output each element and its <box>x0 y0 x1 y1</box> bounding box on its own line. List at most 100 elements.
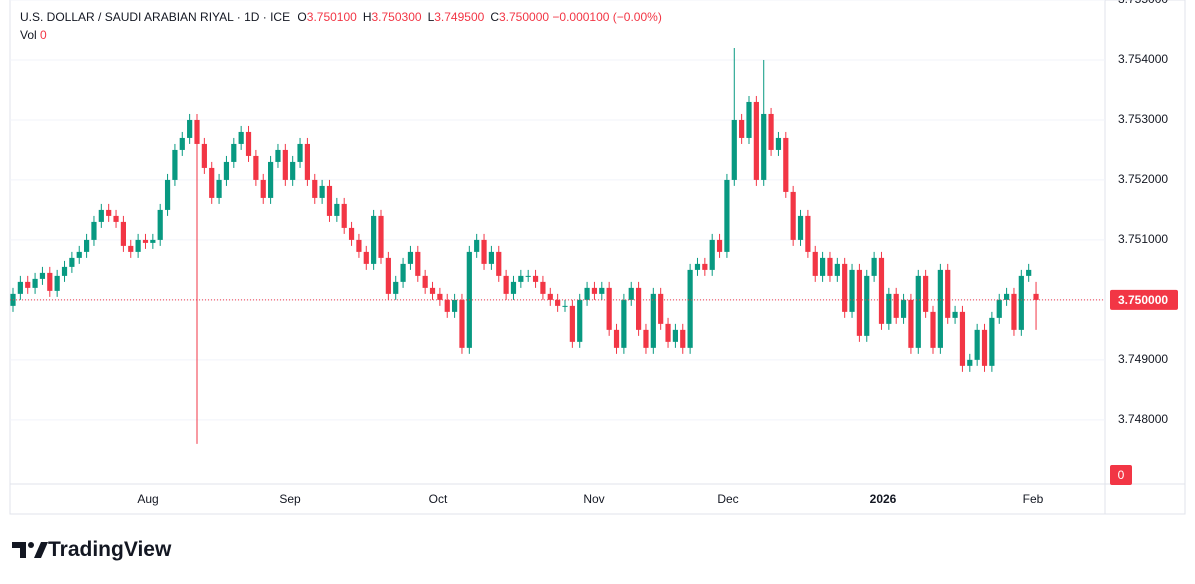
candle-body <box>275 149 281 162</box>
candle-body <box>444 299 450 312</box>
candle-body <box>525 275 531 277</box>
candle-body <box>268 161 274 198</box>
candle-body <box>238 131 244 144</box>
x-tick-label: Nov <box>583 492 604 506</box>
candle-body <box>91 221 97 240</box>
volume-axis-label: 0 <box>1118 468 1125 482</box>
ohlc-row: U.S. DOLLAR / SAUDI ARABIAN RIYAL · 1D ·… <box>20 8 662 26</box>
candle-body <box>702 263 708 270</box>
ohlc-value: 3.749500 <box>434 10 485 24</box>
candle-body <box>61 266 68 276</box>
candle-body <box>937 269 943 348</box>
candle-body <box>304 143 310 180</box>
candle-body <box>510 281 517 294</box>
candle-body <box>128 245 134 252</box>
candle-body <box>459 299 465 348</box>
candle-body <box>150 239 156 243</box>
candle-body <box>209 167 215 198</box>
candle-body <box>98 209 104 222</box>
candle-body <box>135 239 141 252</box>
candle-body <box>761 113 767 180</box>
candle-body <box>908 299 914 348</box>
candle-body <box>1033 293 1039 300</box>
candle-body <box>17 281 23 294</box>
candle-body <box>658 293 664 324</box>
candle-body <box>47 272 53 291</box>
candle-body <box>643 329 649 348</box>
candle-body <box>407 251 414 264</box>
candle-body <box>989 317 995 366</box>
candle-body <box>25 281 31 288</box>
candle-body <box>452 299 458 312</box>
candle-body <box>672 329 678 342</box>
candle-body <box>84 239 90 252</box>
symbol-title: U.S. DOLLAR / SAUDI ARABIAN RIYAL · 1D ·… <box>20 10 291 24</box>
candle-body <box>731 119 737 180</box>
y-tick-label: 3.754000 <box>1118 52 1168 66</box>
volume-row: Vol 0 <box>20 26 662 44</box>
candle-body <box>746 101 752 138</box>
candle-body <box>805 215 811 252</box>
ohlc-value: 3.750100 <box>306 10 357 24</box>
ohlc-value: 3.750000 <box>498 10 550 24</box>
candle-body <box>952 311 958 318</box>
candle-body <box>356 239 362 252</box>
candle-body <box>724 179 730 252</box>
candle-body <box>709 239 715 270</box>
y-tick-label: 3.749000 <box>1118 352 1168 366</box>
candle-body <box>157 209 163 240</box>
candle-body <box>1011 293 1017 330</box>
ohlc-key: H <box>362 10 372 24</box>
candle-body <box>223 161 230 180</box>
candle-body <box>694 263 701 270</box>
candle-body <box>555 299 561 306</box>
candle-body <box>606 287 612 330</box>
x-tick-label: Aug <box>137 492 158 506</box>
candle-body <box>820 257 826 276</box>
ohlc-key: C <box>490 10 499 24</box>
candle-body <box>245 131 252 156</box>
candle-body <box>886 293 892 324</box>
candle-body <box>856 269 862 336</box>
candle-body <box>599 287 605 294</box>
x-tick-label: 2026 <box>870 492 897 506</box>
candle-body <box>996 299 1002 318</box>
candle-body <box>739 119 745 138</box>
change: −0.000100 (−0.00%) <box>552 10 662 24</box>
candle-body <box>334 203 340 216</box>
candle-body <box>775 137 782 150</box>
candle-body <box>621 299 627 348</box>
candle-body <box>613 329 620 348</box>
candle-body <box>312 179 318 198</box>
candle-body <box>164 179 171 210</box>
candle-body <box>39 272 46 279</box>
candle-body <box>341 203 347 228</box>
candle-body <box>636 287 642 330</box>
brand: TradingView <box>12 536 171 564</box>
candle-body <box>959 311 966 366</box>
ohlc-values: O3.750100 H3.750300 L3.749500 C3.750000 <box>293 10 549 24</box>
candle-body <box>923 275 929 312</box>
candle-body <box>915 275 921 348</box>
candle-body <box>797 215 804 240</box>
candle-body <box>106 209 112 216</box>
candle-body <box>437 293 443 300</box>
candle-body <box>393 281 399 294</box>
candle-body <box>348 227 355 240</box>
candle-body <box>849 269 855 312</box>
candle-body <box>69 257 75 267</box>
candle-body <box>900 299 907 318</box>
candle-body <box>187 119 193 138</box>
candle-body <box>871 257 877 276</box>
last-price-label: 3.750000 <box>1118 293 1168 307</box>
candle-body <box>532 275 539 282</box>
candle-body <box>400 263 406 282</box>
last-price-box <box>1110 289 1178 310</box>
candle-body <box>503 275 509 294</box>
candle-body <box>893 293 899 318</box>
candle-body <box>179 137 185 150</box>
candle-body <box>260 179 266 198</box>
candle-body <box>415 251 421 276</box>
candle-body <box>54 275 60 291</box>
candle-body <box>142 239 149 243</box>
